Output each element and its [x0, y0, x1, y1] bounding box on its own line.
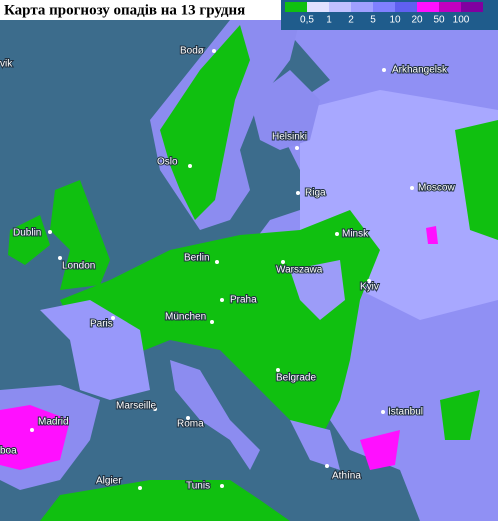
city-label: Moscow [418, 183, 455, 194]
legend-swatch [351, 2, 373, 12]
cities: Bodø vik Arkhangelsk Helsinki Oslo Riga Moscow… [0, 45, 456, 493]
legend: 0,5 1 2 5 10 20 50 100 [285, 2, 483, 26]
legend-swatch [285, 2, 307, 12]
legend-swatch [461, 2, 483, 12]
city-dot [30, 428, 34, 432]
legend-label: 1 [326, 15, 332, 26]
city-label: Arkhangelsk [392, 65, 448, 76]
city-dot [220, 298, 224, 302]
land-africa [40, 480, 290, 521]
city-label: Belgrade [276, 373, 316, 384]
city-label: Istanbul [388, 407, 423, 418]
city-dot [138, 486, 142, 490]
land-ireland [8, 215, 50, 265]
city-label: Dublin [13, 228, 41, 239]
city-label: Marseille [116, 401, 156, 412]
city-label: vik [0, 59, 13, 70]
land-italy [170, 360, 260, 470]
legend-label: 20 [411, 15, 423, 26]
city-label: Berlin [184, 253, 210, 264]
city-label: Helsinki [272, 132, 307, 143]
city-dot [335, 232, 339, 236]
precip-heavy [426, 226, 438, 244]
land-finland [250, 70, 320, 150]
city-dot [410, 186, 414, 190]
city-dot [295, 146, 299, 150]
legend-swatch [439, 2, 461, 12]
precip-light [290, 260, 345, 320]
city-dot [215, 260, 219, 264]
city-dot [58, 256, 62, 260]
city-dot [367, 279, 371, 283]
city-dot [276, 368, 280, 372]
city-dot [325, 464, 329, 468]
title-box [0, 0, 281, 20]
city-dot [186, 416, 190, 420]
land-france [40, 300, 150, 400]
city-label: Kyiv [360, 282, 379, 293]
city-label: Tunis [186, 481, 210, 492]
legend-swatch [329, 2, 351, 12]
city-dot [382, 68, 386, 72]
city-label: Algier [96, 476, 122, 487]
legend-label: 2 [348, 15, 354, 26]
city-label: Athína [332, 471, 361, 482]
legend-swatch [307, 2, 329, 12]
legend-label: 5 [370, 15, 376, 26]
city-label: München [165, 312, 206, 323]
city-label: Paris [90, 319, 113, 330]
city-dot [210, 320, 214, 324]
title: Карта прогнозу опадів на 13 грудня [4, 2, 245, 18]
precip-green [455, 120, 498, 240]
city-dot [296, 191, 300, 195]
legend-swatch [373, 2, 395, 12]
city-label: London [62, 261, 95, 272]
city-label: Riga [305, 188, 326, 199]
city-label: Oslo [157, 157, 178, 168]
city-dot [220, 484, 224, 488]
precip-green [60, 210, 380, 440]
city-dot [188, 164, 192, 168]
legend-swatch [417, 2, 439, 12]
city-label: Praha [230, 295, 257, 306]
land-uk [50, 180, 110, 290]
city-dot [281, 260, 285, 264]
legend-label: 100 [453, 15, 470, 26]
land-greece [290, 420, 340, 470]
city-label: Bodø [180, 46, 204, 57]
city-label: boa [0, 446, 17, 457]
city-dot [48, 230, 52, 234]
city-label: Minsk [342, 229, 369, 240]
legend-swatch [395, 2, 417, 12]
legend-label: 0,5 [300, 15, 314, 26]
city-dot [153, 407, 157, 411]
city-label: Roma [177, 419, 204, 430]
city-label: Madrid [38, 417, 69, 428]
legend-label: 50 [433, 15, 445, 26]
precip-heavy [360, 430, 400, 470]
city-dot [381, 410, 385, 414]
city-dot [111, 316, 115, 320]
city-dot [212, 49, 216, 53]
legend-label: 10 [389, 15, 401, 26]
precip-green [160, 25, 250, 220]
precip-heavy [0, 405, 70, 470]
precip-green [440, 390, 480, 440]
city-label: Warszawa [276, 265, 323, 276]
